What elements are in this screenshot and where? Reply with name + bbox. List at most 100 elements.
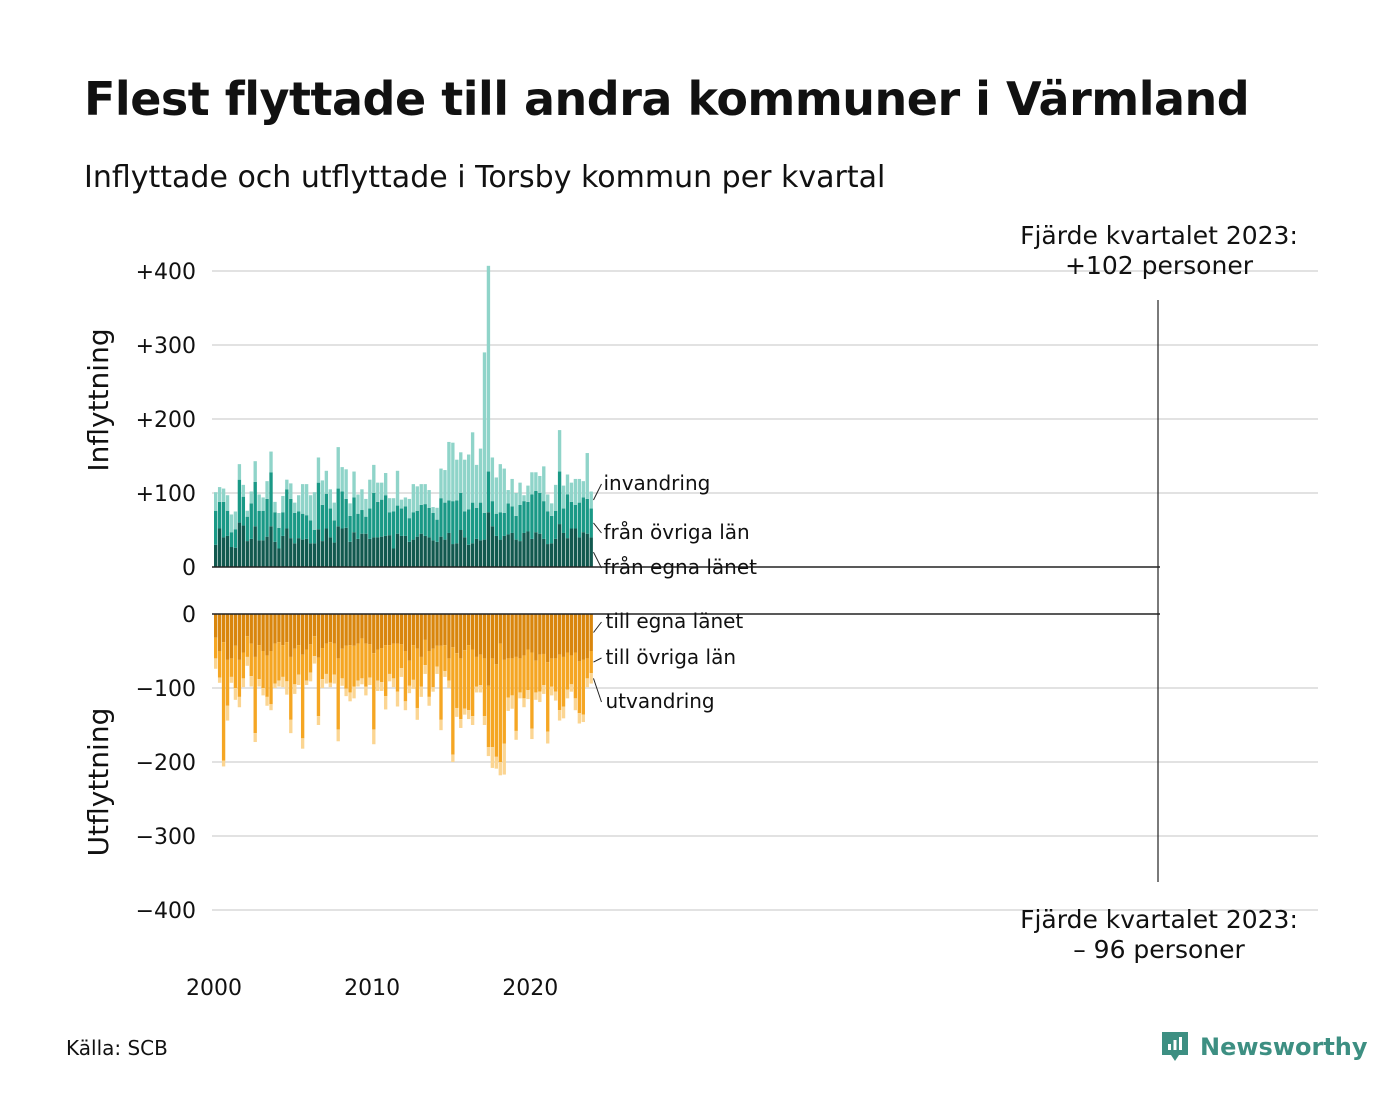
bar-in-ovriga [237, 479, 242, 523]
bar-out-utvandring [285, 681, 289, 695]
bar-in-ovriga [589, 508, 593, 538]
bar-out-ovriga [225, 659, 230, 706]
xtick-label: 2020 [502, 976, 558, 1001]
bar-in-ovriga [399, 508, 404, 536]
bar-out-ovriga [510, 658, 514, 696]
bar-in-egna [273, 541, 277, 567]
bar-out-ovriga [478, 654, 483, 686]
bar-in-invandring [518, 482, 522, 505]
bar-in-invandring [435, 507, 439, 520]
bar-in-egna [383, 535, 388, 567]
bar-in-ovriga [478, 502, 483, 541]
bar-in-ovriga [356, 513, 360, 539]
label-till-egna-lanet: till egna länet [605, 609, 743, 633]
bar-out-egna [383, 614, 388, 646]
bar-in-ovriga [557, 471, 562, 525]
bar-in-invandring [300, 484, 305, 514]
bar-in-ovriga [550, 515, 554, 544]
bar-in-egna [550, 543, 554, 567]
bar-in-invandring [514, 493, 518, 516]
bar-in-egna [470, 543, 475, 567]
bar-out-ovriga [419, 656, 423, 687]
bar-in-egna [451, 544, 455, 567]
bar-in-egna [395, 533, 400, 567]
bar-out-utvandring [289, 719, 293, 734]
bar-in-egna [546, 544, 550, 567]
bar-in-ovriga [332, 520, 336, 543]
bar-in-ovriga [277, 527, 281, 549]
bar-out-ovriga [411, 645, 416, 680]
bar-in-ovriga [470, 502, 475, 544]
bar-in-ovriga [320, 504, 325, 542]
bar-out-utvandring [281, 676, 285, 688]
bar-out-utvandring [372, 729, 376, 745]
bar-in-ovriga [522, 501, 526, 533]
bar-out-ovriga [265, 655, 269, 697]
bar-in-ovriga [498, 512, 502, 540]
bar-in-invandring [585, 453, 589, 499]
bar-out-egna [498, 614, 502, 644]
bar-in-invandring [253, 461, 257, 482]
bar-in-invandring [550, 503, 554, 516]
bar-out-egna [352, 614, 356, 646]
bar-in-invandring [530, 472, 534, 495]
bar-in-egna [399, 535, 404, 567]
bar-in-egna [265, 536, 269, 567]
bar-out-egna [486, 614, 491, 686]
bar-out-egna [510, 614, 514, 659]
bar-out-ovriga [538, 654, 542, 692]
bar-in-egna [245, 541, 249, 567]
bar-out-ovriga [261, 651, 265, 688]
bar-in-egna [557, 524, 562, 567]
bar-out-egna [281, 614, 285, 646]
bar-in-invandring [463, 459, 467, 512]
bar-in-ovriga [573, 504, 578, 529]
ytick-label-top: +400 [136, 260, 196, 285]
bar-out-ovriga [253, 656, 257, 734]
bar-in-egna [308, 543, 313, 567]
bar-out-utvandring [459, 719, 463, 728]
bar-out-utvandring [399, 668, 404, 677]
bar-out-egna [332, 614, 336, 644]
bar-in-ovriga [241, 496, 246, 526]
bar-in-egna [249, 538, 253, 567]
bar-out-utvandring [383, 696, 388, 710]
bar-out-utvandring [490, 747, 495, 768]
bar-in-egna [312, 543, 317, 567]
bar-out-utvandring [530, 728, 534, 740]
bar-out-egna [423, 614, 427, 640]
bar-out-egna [502, 614, 506, 660]
bar-out-egna [225, 614, 230, 660]
bar-in-invandring [364, 498, 368, 517]
bar-in-ovriga [553, 510, 558, 539]
bar-in-egna [391, 548, 396, 567]
bar-in-invandring [490, 457, 495, 502]
bar-out-egna [514, 614, 518, 657]
bar-in-invandring [522, 495, 526, 502]
bar-in-ovriga [245, 516, 249, 542]
label-fran-ovriga-lan-connector [593, 522, 602, 534]
bar-in-invandring [431, 507, 435, 513]
bar-out-utvandring [364, 686, 368, 696]
bar-in-egna [344, 527, 348, 567]
newsworthy-logo-text: Newsworthy [1200, 1033, 1368, 1061]
bar-out-egna [221, 614, 226, 643]
bar-in-ovriga [281, 512, 285, 536]
bar-out-utvandring [427, 696, 431, 706]
bar-out-utvandring [237, 696, 242, 708]
bar-in-egna [502, 535, 506, 567]
bar-out-utvandring [320, 679, 325, 688]
bar-in-egna [304, 538, 309, 567]
bar-in-invandring [217, 487, 222, 502]
bar-in-invandring [589, 491, 593, 509]
bar-out-egna [557, 614, 562, 655]
bar-in-ovriga [538, 493, 542, 534]
bar-in-invandring [281, 495, 285, 513]
bar-out-ovriga [320, 648, 325, 680]
bar-out-egna [293, 614, 297, 649]
bar-out-utvandring [561, 706, 566, 719]
bar-in-invandring [419, 484, 423, 505]
bar-in-ovriga [304, 515, 309, 539]
bar-in-ovriga [403, 506, 408, 536]
bar-in-egna [431, 540, 435, 567]
